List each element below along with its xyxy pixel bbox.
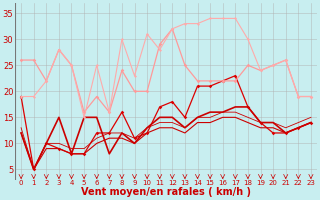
X-axis label: Vent moyen/en rafales ( km/h ): Vent moyen/en rafales ( km/h ) — [81, 187, 251, 197]
